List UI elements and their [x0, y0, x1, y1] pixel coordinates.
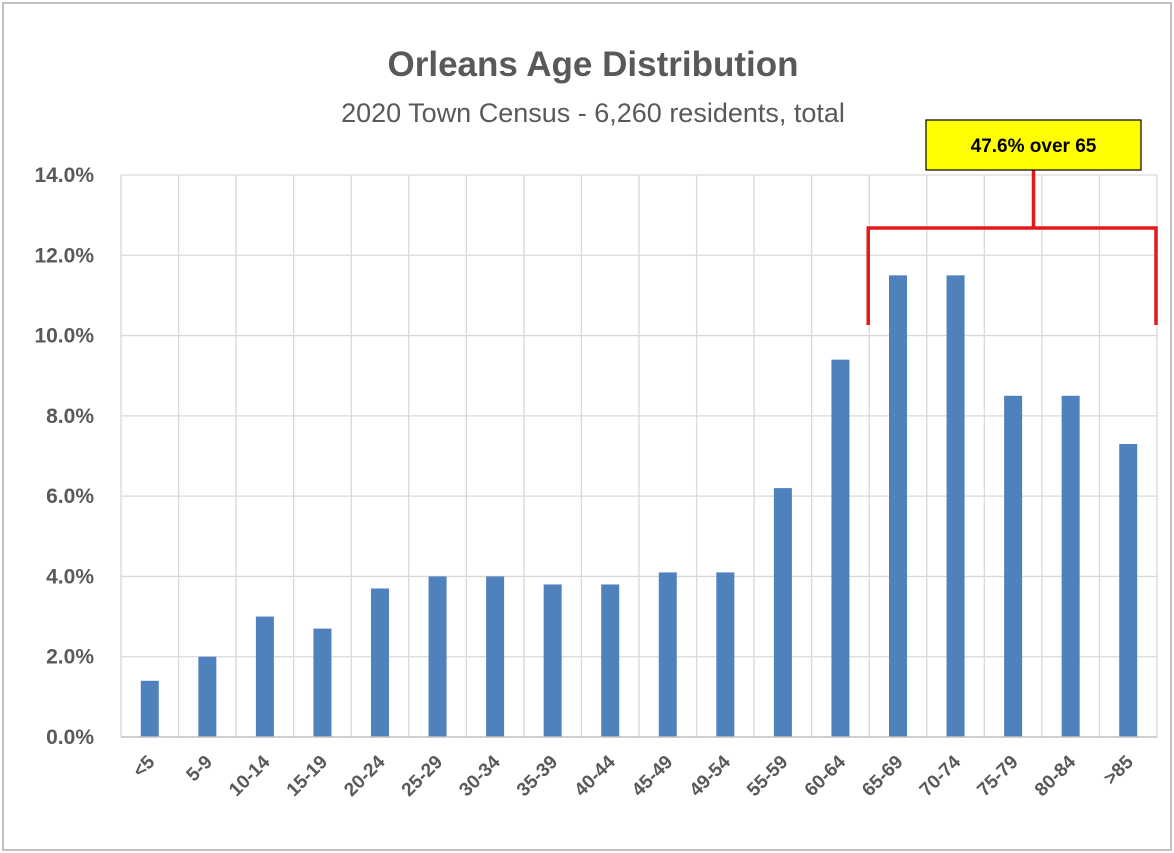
bar-7	[543, 584, 562, 737]
bar-13	[889, 275, 907, 737]
y-tick-label: 8.0%	[46, 405, 94, 428]
gridlines	[120, 174, 1158, 737]
over-65-bracket	[866, 226, 1158, 325]
x-tick-label: 60-64	[801, 751, 851, 801]
y-tick-label: 6.0%	[46, 485, 94, 508]
x-tick-label: 70-74	[916, 751, 966, 801]
x-tick-label: 15-19	[283, 752, 332, 801]
bar-8	[601, 584, 620, 737]
bar-2	[255, 616, 274, 737]
bar-9	[658, 572, 677, 737]
x-tick-label: 20-24	[340, 751, 390, 801]
x-tick-label: 25-29	[398, 752, 447, 801]
x-tick-label: 35-39	[513, 752, 562, 801]
bar-0	[140, 680, 159, 737]
over-65-annotation: 47.6% over 65	[866, 119, 1158, 325]
x-tick-label: 40-44	[571, 751, 621, 801]
bar-16	[1061, 395, 1080, 737]
x-tick-label: 75-79	[973, 752, 1022, 801]
bar-14	[946, 275, 965, 737]
chart-title: Orleans Age Distribution	[388, 45, 799, 84]
x-tick-label: >85	[1100, 751, 1138, 789]
chart-subtitle: 2020 Town Census - 6,260 residents, tota…	[341, 98, 845, 128]
x-tick-label: 45-49	[628, 752, 677, 801]
x-tick-label: <5	[129, 751, 159, 781]
bar-17	[1119, 443, 1138, 737]
y-tick-label: 4.0%	[46, 565, 94, 588]
x-tick-label: 30-34	[455, 751, 505, 801]
y-tick-label: 12.0%	[34, 244, 94, 267]
bar-10	[716, 572, 735, 737]
bar-3	[313, 628, 332, 737]
bar-6	[486, 576, 505, 737]
y-tick-label: 10.0%	[34, 325, 94, 348]
y-tick-label: 0.0%	[46, 726, 94, 749]
bar-1	[198, 656, 217, 737]
bar-5	[428, 576, 447, 737]
x-tick-label: 49-54	[686, 751, 736, 801]
bar-4	[371, 588, 389, 737]
x-tick-label: 5-9	[183, 752, 217, 786]
bar-11	[773, 488, 792, 737]
bars	[140, 275, 1138, 737]
bar-15	[1004, 395, 1023, 737]
x-tick-label: 80-84	[1031, 751, 1081, 801]
y-tick-label: 14.0%	[34, 164, 94, 187]
x-tick-label: 10-14	[225, 751, 275, 801]
y-tick-label: 2.0%	[46, 646, 94, 669]
callout-label: 47.6% over 65	[971, 136, 1097, 157]
x-tick-label: 65-69	[858, 752, 907, 801]
x-tick-label: 55-59	[743, 752, 792, 801]
bar-12	[831, 359, 850, 737]
callout-box	[925, 119, 1142, 171]
